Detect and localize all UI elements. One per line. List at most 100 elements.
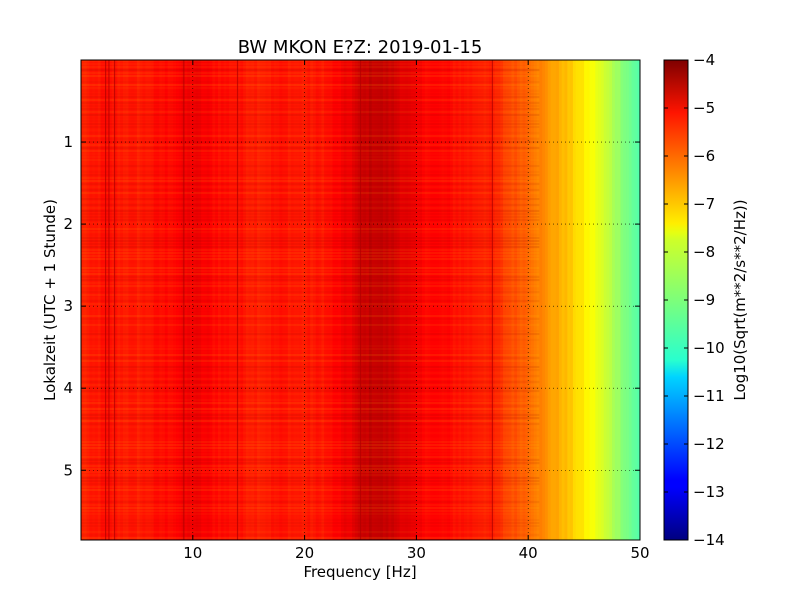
heatmap-column — [385, 60, 389, 540]
heatmap-streak — [81, 210, 540, 212]
heatmap-column — [380, 60, 384, 540]
heatmap-column — [410, 60, 414, 540]
heatmap-streak — [81, 504, 540, 506]
heatmap-streak — [81, 324, 540, 326]
heatmap-streak — [81, 378, 540, 380]
heatmap-column — [634, 60, 638, 540]
heatmap-column — [623, 60, 627, 540]
heatmap-streak — [81, 117, 539, 119]
heatmap-column — [268, 60, 272, 540]
heatmap-column — [173, 60, 177, 540]
colorbar-tick-label: −13 — [693, 483, 725, 501]
heatmap-column — [416, 60, 420, 540]
heatmap-streak — [81, 156, 539, 158]
heatmap-column — [307, 60, 311, 540]
heatmap-streak — [81, 303, 540, 305]
heatmap-streak — [81, 189, 540, 191]
heatmap-streak — [81, 498, 540, 500]
heatmap-column — [329, 60, 333, 540]
heatmap-streak — [81, 147, 540, 149]
heatmap-column — [273, 60, 278, 540]
colorbar-label: Log10(Sqrt(m**2/s**2/Hz)) — [731, 199, 749, 400]
heatmap-column — [310, 60, 314, 540]
heatmap-streak — [81, 297, 539, 299]
heatmap-column — [438, 60, 442, 540]
heatmap-streak — [81, 213, 540, 215]
heatmap-column — [114, 60, 118, 540]
y-tick-label: 5 — [63, 461, 73, 479]
heatmap-streak — [81, 501, 540, 503]
heatmap-streak — [81, 390, 540, 392]
heatmap-streak — [81, 246, 540, 248]
heatmap-column — [444, 60, 448, 540]
heatmap-streak — [81, 105, 539, 107]
heatmap-column — [475, 60, 479, 540]
heatmap-streak — [81, 363, 539, 365]
heatmap-column — [491, 60, 496, 540]
heatmap-lines — [104, 60, 494, 540]
heatmap-streak — [81, 357, 540, 359]
heatmap-streak — [81, 309, 539, 311]
heatmap-column — [536, 60, 540, 540]
heatmap-column — [578, 60, 582, 540]
heatmap-streak — [81, 468, 540, 470]
heatmap-column — [511, 60, 515, 540]
heatmap-column — [234, 60, 238, 540]
heatmap-streak — [81, 516, 539, 518]
heatmap-streak — [81, 471, 540, 473]
heatmap-column — [584, 60, 588, 540]
heatmap-streak — [81, 276, 540, 278]
heatmap-column — [240, 60, 244, 540]
heatmap-column — [97, 60, 101, 540]
heatmap-streak — [81, 186, 539, 188]
heatmap-column — [86, 60, 90, 540]
heatmap-column — [243, 60, 247, 540]
heatmap-column — [539, 60, 543, 540]
heatmap-streak — [81, 180, 540, 182]
heatmap-streak — [81, 165, 540, 167]
heatmap-column — [408, 60, 412, 540]
heatmap-column — [198, 60, 202, 540]
heatmap-column — [394, 60, 398, 540]
heatmap-streak — [81, 72, 540, 74]
heatmap-column — [363, 60, 367, 540]
heatmap-column — [254, 60, 258, 540]
heatmap-column — [558, 60, 563, 540]
heatmap-column — [461, 60, 465, 540]
heatmap-column — [217, 60, 222, 540]
heatmap-streak — [81, 99, 540, 101]
heatmap-streak — [81, 417, 540, 419]
heatmap-streak — [81, 102, 540, 104]
heatmap-streak — [81, 120, 539, 122]
heatmap-column — [427, 60, 431, 540]
heatmap-streak — [81, 225, 539, 227]
heatmap-column — [108, 60, 113, 540]
heatmap-streak — [81, 339, 539, 341]
heatmap-streak — [81, 144, 540, 146]
heatmap-column — [614, 60, 619, 540]
heatmap-streak — [81, 465, 540, 467]
heatmap-streak — [81, 435, 539, 437]
heatmap-streak — [81, 291, 540, 293]
heatmap-column — [195, 60, 199, 540]
heatmap-column — [553, 60, 557, 540]
heatmap-column — [430, 60, 434, 540]
heatmap-streak — [81, 237, 540, 239]
heatmap-column — [321, 60, 325, 540]
heatmap-column — [396, 60, 401, 540]
colorbar-tick-label: −12 — [693, 435, 725, 453]
heatmap-streak — [81, 267, 540, 269]
y-tick-label: 2 — [63, 215, 73, 233]
heatmap-streak — [81, 258, 540, 260]
heatmap-streak — [81, 285, 540, 287]
heatmap-streak — [81, 336, 539, 338]
heatmap-streak — [81, 78, 539, 80]
heatmap-column — [575, 60, 579, 540]
heatmap-streak — [81, 216, 540, 218]
x-tick-label: 50 — [630, 544, 649, 562]
heatmap-streak — [81, 252, 540, 254]
heatmap-column — [435, 60, 440, 540]
heatmap-column — [447, 60, 451, 540]
heatmap-column — [477, 60, 482, 540]
